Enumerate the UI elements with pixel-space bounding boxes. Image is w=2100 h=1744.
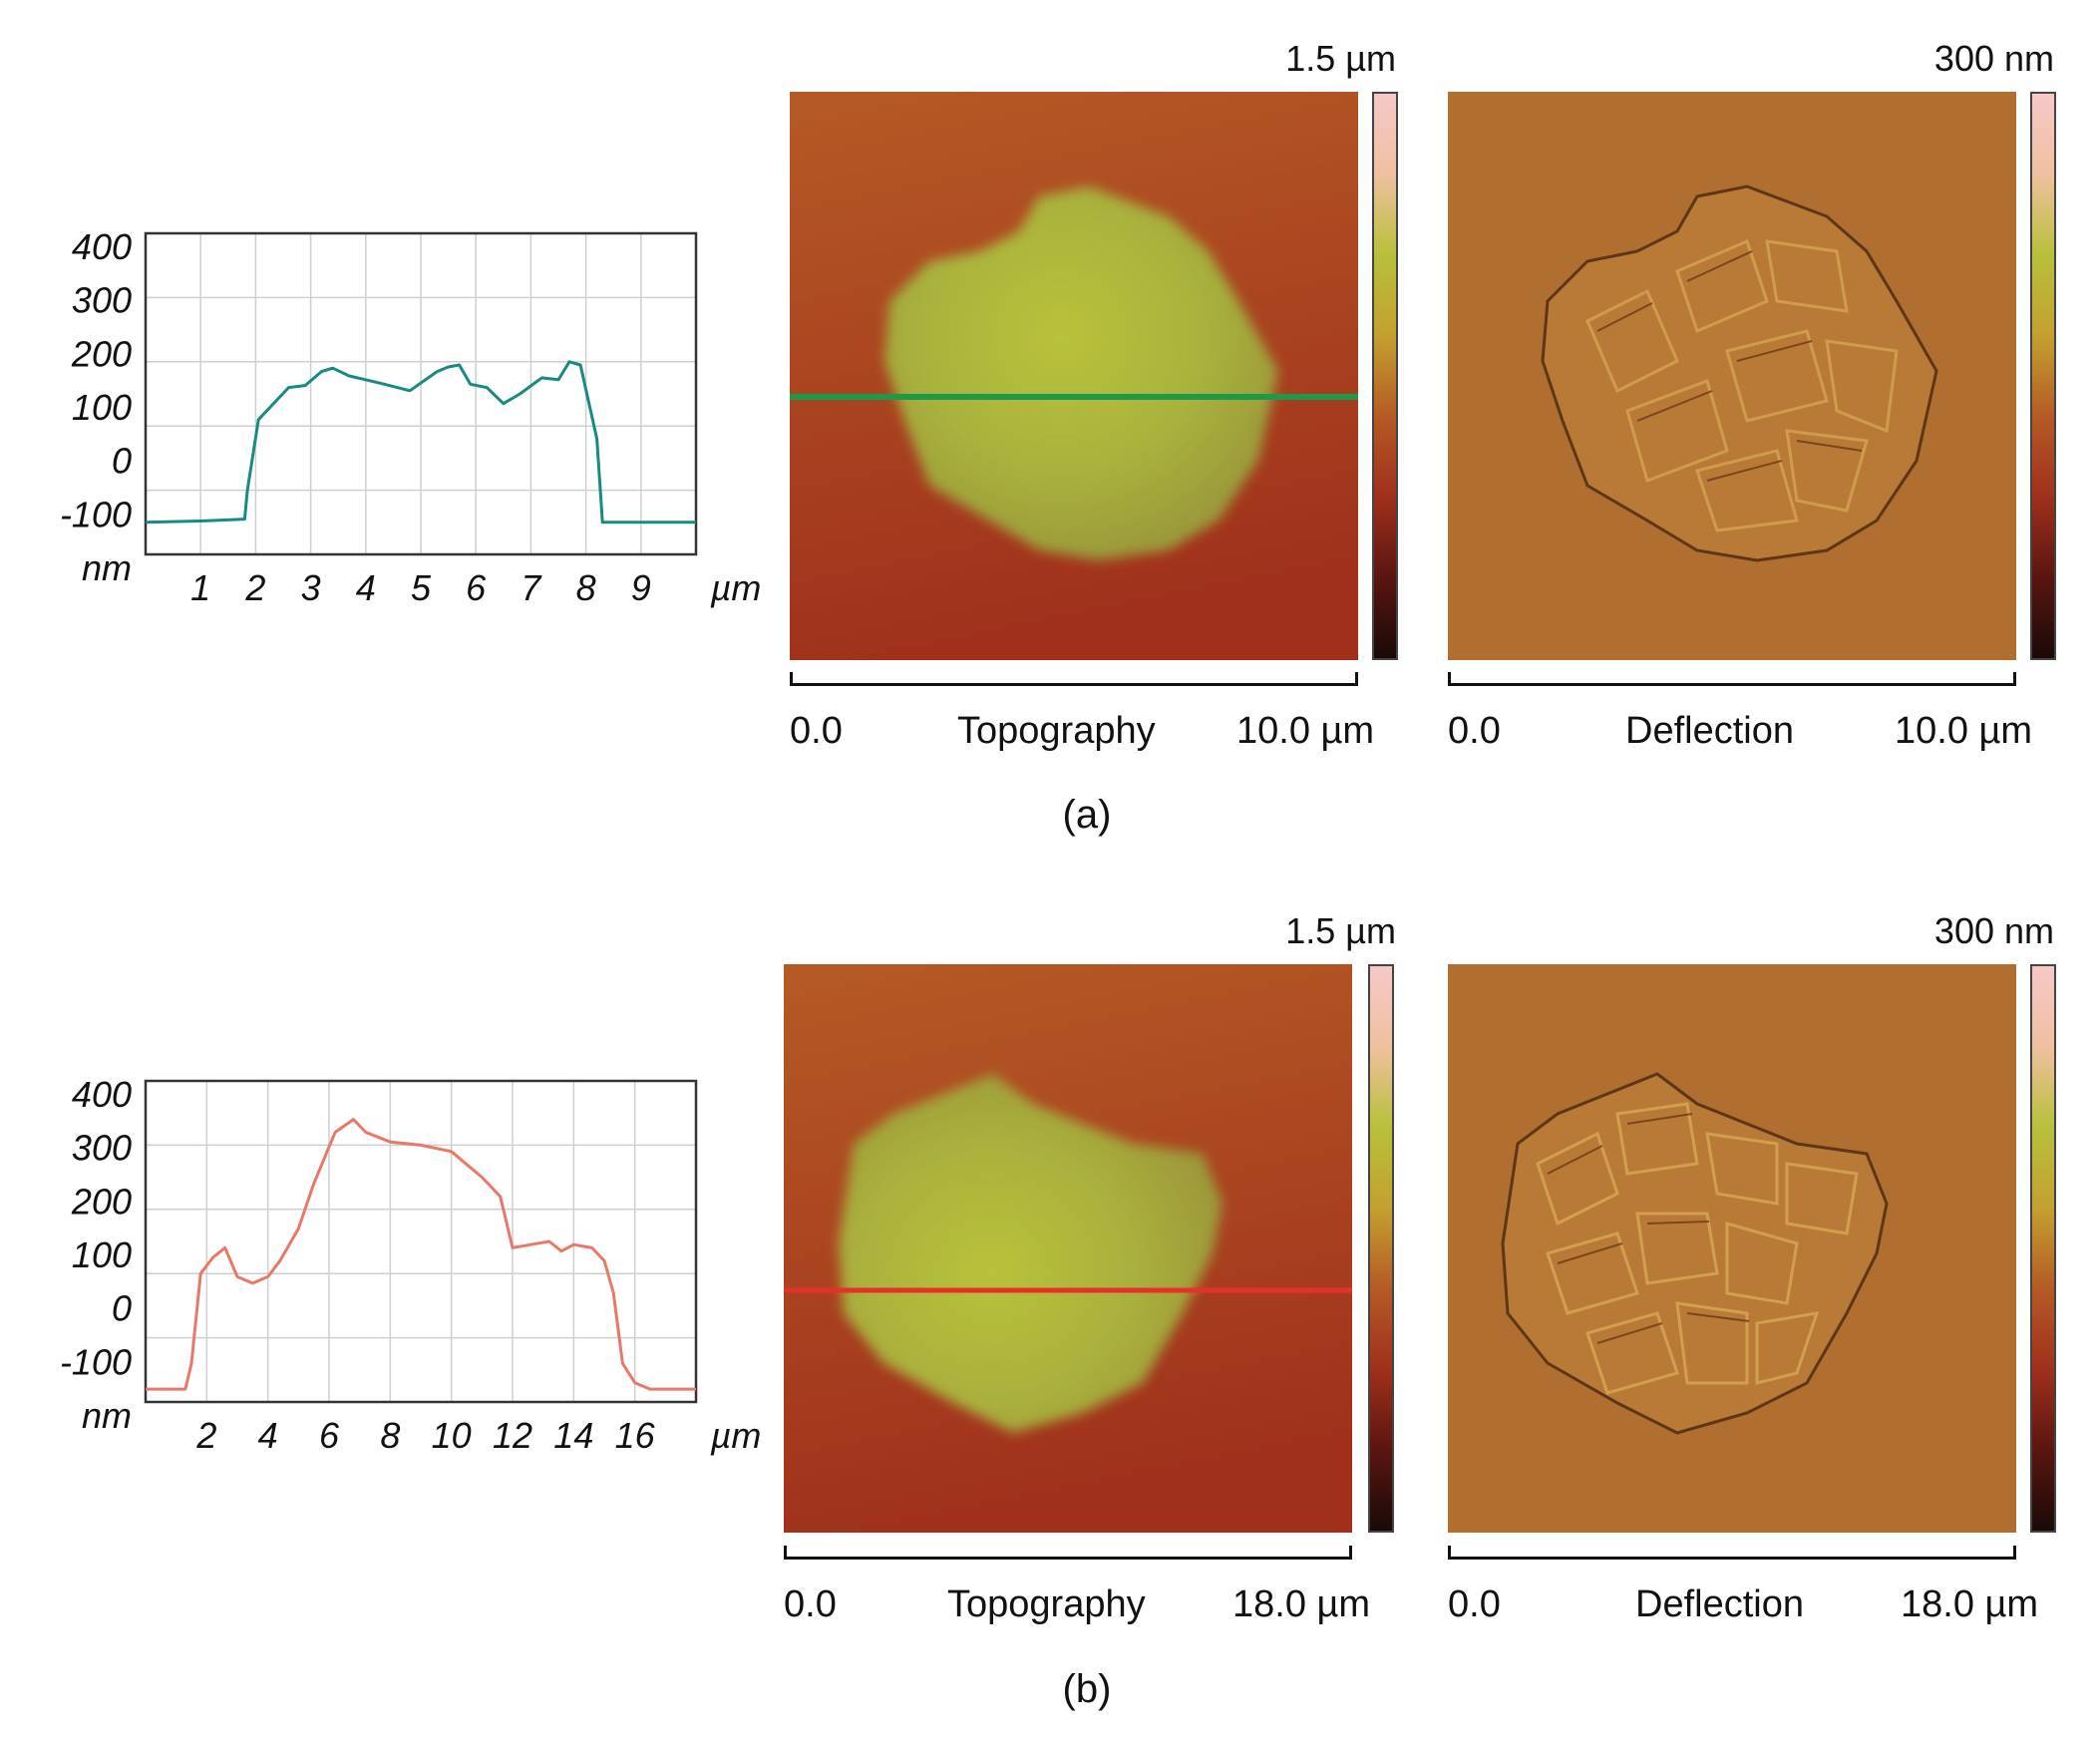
topography-image-b (784, 964, 1352, 1533)
x-tick-label: 6 (319, 1415, 340, 1456)
profile-series-line-b (146, 1118, 696, 1391)
topography-a-title: Topography (957, 710, 1156, 752)
topography-a-scale-max: 1.5 µm (1285, 38, 1396, 79)
plot-frame (144, 1079, 698, 1404)
topography-scalebar-b (784, 1546, 1352, 1560)
deflection-b-scale-end: 18.0 µm (1901, 1583, 2039, 1625)
deflection-a-scale-start: 0.0 (1448, 710, 1501, 752)
topography-a-scale-start: 0.0 (790, 710, 843, 752)
x-tick-label: 2 (195, 1415, 216, 1456)
deflection-image-a (1448, 92, 2016, 660)
plot-frame (144, 231, 698, 556)
y-tick-label: 0 (112, 441, 132, 482)
topography-b-scale-start: 0.0 (784, 1583, 837, 1625)
y-tick-label: 300 (72, 1128, 132, 1169)
topography-b-title: Topography (947, 1583, 1146, 1625)
x-tick-label: 9 (631, 567, 651, 608)
deflection-b-scale-start: 0.0 (1448, 1583, 1501, 1625)
deflection-scalebar-b (1448, 1546, 2016, 1560)
deflection-scalebar-a (1448, 672, 2016, 686)
x-tick-label: 3 (301, 567, 321, 608)
x-axis-unit: µm (710, 567, 762, 608)
deflection-image-b (1448, 964, 2016, 1533)
x-tick-label: 10 (432, 1415, 472, 1456)
x-tick-label: 1 (190, 567, 210, 608)
profile-series-line-a (145, 360, 696, 524)
y-axis-unit: nm (82, 547, 132, 588)
y-tick-label: -100 (60, 494, 132, 534)
x-tick-label: 12 (493, 1415, 532, 1456)
y-tick-label: 0 (112, 1288, 132, 1329)
topography-a-scale-end: 10.0 µm (1236, 710, 1375, 752)
deflection-a-scale-end: 10.0 µm (1895, 710, 2033, 752)
topography-image-a (790, 92, 1358, 660)
y-tick-label: 100 (72, 387, 132, 428)
topography-colorbar-a (1372, 92, 1398, 660)
y-tick-label: 200 (71, 1181, 132, 1221)
panel-label-a: (a) (1062, 793, 1112, 837)
profile-chart-a: 400 300 200 100 0 -100 nm 1 2 3 4 5 6 7 8 9 µm (60, 226, 761, 608)
deflection-b-title: Deflection (1635, 1583, 1804, 1625)
y-tick-label: 100 (72, 1234, 132, 1275)
y-axis-unit: nm (82, 1395, 132, 1436)
x-axis-unit: µm (710, 1415, 762, 1456)
x-tick-label: 7 (521, 567, 542, 608)
x-tick-label: 5 (411, 567, 432, 608)
x-tick-label: 16 (615, 1415, 656, 1456)
y-tick-label: 300 (72, 280, 132, 321)
y-tick-label: -100 (60, 1341, 132, 1382)
x-tick-label: 8 (380, 1415, 400, 1456)
deflection-a-title: Deflection (1625, 710, 1794, 752)
x-tick-label: 4 (356, 567, 376, 608)
x-tick-label: 2 (244, 567, 265, 608)
y-tick-label: 400 (72, 1074, 132, 1115)
deflection-a-scale-max: 300 nm (1933, 38, 2054, 79)
panel-label-b: (b) (1062, 1667, 1112, 1711)
y-tick-label: 400 (72, 226, 132, 267)
x-tick-label: 8 (576, 567, 596, 608)
x-tick-label: 4 (258, 1415, 278, 1456)
deflection-b-scale-max: 300 nm (1933, 910, 2054, 951)
x-tick-label: 14 (553, 1415, 593, 1456)
topography-colorbar-b (1368, 964, 1394, 1533)
x-tick-label: 6 (466, 567, 487, 608)
topography-scalebar-a (790, 672, 1358, 686)
deflection-colorbar-a (2030, 92, 2056, 660)
deflection-colorbar-b (2030, 964, 2056, 1533)
topography-b-scale-max: 1.5 µm (1285, 910, 1396, 951)
y-tick-label: 200 (71, 333, 132, 374)
topography-b-scale-end: 18.0 µm (1232, 1583, 1371, 1625)
profile-chart-b: 400 300 200 100 0 -100 nm 2 4 6 8 10 12 14 16 µm (60, 1074, 761, 1456)
